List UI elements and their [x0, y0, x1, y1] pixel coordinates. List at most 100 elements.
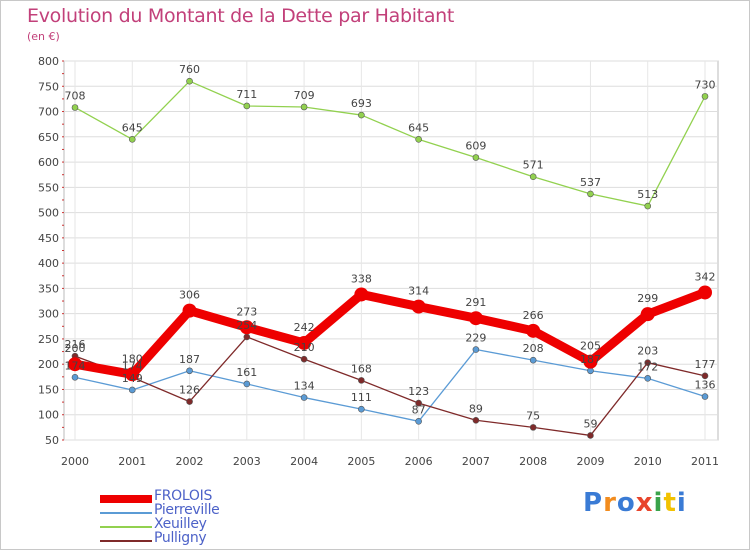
data-point-xeuilley — [358, 111, 365, 119]
data-label-xeuilley: 645 — [122, 121, 143, 134]
proxiti-logo: Proxiti — [583, 488, 687, 518]
data-label-xeuilley: 693 — [351, 97, 372, 110]
data-label-xeuilley: 537 — [580, 176, 601, 189]
x-tick-label: 2004 — [290, 455, 318, 468]
data-label-xeuilley: 730 — [695, 78, 716, 91]
y-tick-label: 800 — [38, 55, 59, 68]
data-point-xeuilley — [529, 173, 537, 181]
chart-subtitle: (en €) — [27, 30, 60, 43]
data-point-pierreville — [300, 394, 308, 401]
data-label-pierreville: 161 — [236, 366, 257, 379]
data-label-pulligny: 89 — [469, 402, 483, 415]
data-point-pulligny — [472, 416, 480, 424]
y-tick-label: 450 — [38, 232, 59, 245]
data-point-pierreville — [128, 386, 136, 394]
data-point-pierreville — [71, 374, 79, 381]
data-label-pulligny: 168 — [351, 362, 372, 375]
data-point-pulligny — [587, 432, 594, 439]
data-point-xeuilley — [128, 136, 136, 143]
legend-label-xeuilley: Xeuilley — [154, 516, 207, 532]
data-point-xeuilley — [701, 93, 709, 100]
data-point-pulligny — [300, 355, 308, 363]
data-label-xeuilley: 571 — [523, 159, 544, 172]
legend-label-frolois: FROLOIS — [154, 488, 213, 504]
y-tick-label: 650 — [38, 131, 59, 144]
x-tick-label: 2011 — [691, 455, 719, 468]
data-point-pierreville — [186, 367, 193, 375]
data-point-xeuilley — [186, 77, 193, 85]
y-tick-label: 600 — [38, 156, 59, 169]
data-label-pierreville: 208 — [523, 342, 544, 355]
x-tick-label: 2009 — [576, 455, 604, 468]
y-tick-label: 300 — [38, 308, 59, 321]
logo-letter: i — [676, 488, 687, 518]
legend-swatch-xeuilley — [100, 526, 152, 528]
data-label-xeuilley: 708 — [65, 89, 86, 102]
data-label-frolois: 299 — [637, 292, 658, 305]
data-label-frolois: 338 — [351, 272, 372, 285]
data-label-pierreville: 134 — [294, 380, 315, 393]
x-tick-label: 2008 — [519, 455, 547, 468]
y-tick-label: 150 — [38, 383, 59, 396]
data-point-xeuilley — [587, 190, 594, 198]
x-tick-label: 2005 — [347, 455, 375, 468]
y-tick-label: 350 — [38, 282, 59, 295]
data-label-xeuilley: 645 — [408, 121, 429, 134]
data-label-pulligny: 75 — [526, 409, 540, 422]
data-label-pierreville: 111 — [351, 391, 372, 404]
data-point-pulligny — [243, 333, 251, 341]
data-point-frolois — [182, 303, 197, 318]
data-label-pulligny: 174 — [122, 359, 143, 372]
data-label-xeuilley: 760 — [179, 63, 200, 76]
data-label-pulligny: 216 — [65, 338, 86, 351]
data-point-pierreville — [472, 346, 480, 353]
x-tick-label: 2002 — [176, 455, 204, 468]
legend-swatch-pulligny — [100, 540, 152, 542]
x-tick-label: 2003 — [233, 455, 261, 468]
data-point-pulligny — [186, 398, 193, 405]
logo-letter: t — [663, 488, 677, 518]
data-point-frolois — [297, 335, 312, 350]
chart-title: Evolution du Montant de la Dette par Hab… — [27, 5, 455, 27]
series-line-frolois — [70, 287, 710, 379]
data-label-xeuilley: 709 — [294, 89, 315, 102]
data-point-pulligny — [701, 372, 709, 380]
data-point-frolois — [640, 307, 655, 322]
y-tick-label: 100 — [38, 409, 59, 422]
data-point-pierreville — [529, 356, 537, 364]
logo-letter: P — [583, 488, 604, 518]
legend-swatch-frolois — [100, 495, 152, 503]
data-point-frolois — [583, 354, 598, 369]
data-label-xeuilley: 513 — [637, 188, 658, 201]
data-label-pierreville: 172 — [637, 360, 658, 373]
data-label-pierreville: 229 — [465, 332, 486, 345]
y-tick-label: 550 — [38, 181, 59, 194]
data-point-xeuilley — [243, 102, 251, 110]
data-label-frolois: 266 — [523, 309, 544, 322]
data-point-frolois — [411, 299, 426, 314]
data-point-pulligny — [415, 399, 422, 407]
data-label-pierreville: 187 — [179, 353, 200, 366]
legend-label-pulligny: Pulligny — [154, 530, 207, 546]
data-point-pierreville — [243, 380, 251, 388]
logo-letter: i — [653, 488, 664, 518]
data-point-frolois — [698, 285, 712, 300]
data-label-pulligny: 126 — [179, 384, 200, 397]
data-point-xeuilley — [300, 103, 308, 111]
y-tick-label: 500 — [38, 207, 59, 220]
logo-letter: x — [635, 488, 654, 518]
data-point-pulligny — [644, 359, 652, 366]
series-line-pierreville — [74, 348, 706, 422]
data-point-frolois — [354, 287, 369, 302]
data-label-pulligny: 123 — [408, 385, 429, 398]
data-label-pierreville: 174 — [65, 359, 86, 372]
data-label-xeuilley: 711 — [236, 88, 257, 101]
y-tick-label: 750 — [38, 80, 59, 93]
data-label-frolois: 291 — [465, 296, 486, 309]
data-point-pierreville — [415, 418, 422, 425]
data-label-pierreville: 87 — [412, 403, 426, 416]
data-label-pulligny: 210 — [294, 341, 315, 354]
logo-letter: r — [603, 488, 617, 518]
data-point-xeuilley — [415, 136, 422, 143]
